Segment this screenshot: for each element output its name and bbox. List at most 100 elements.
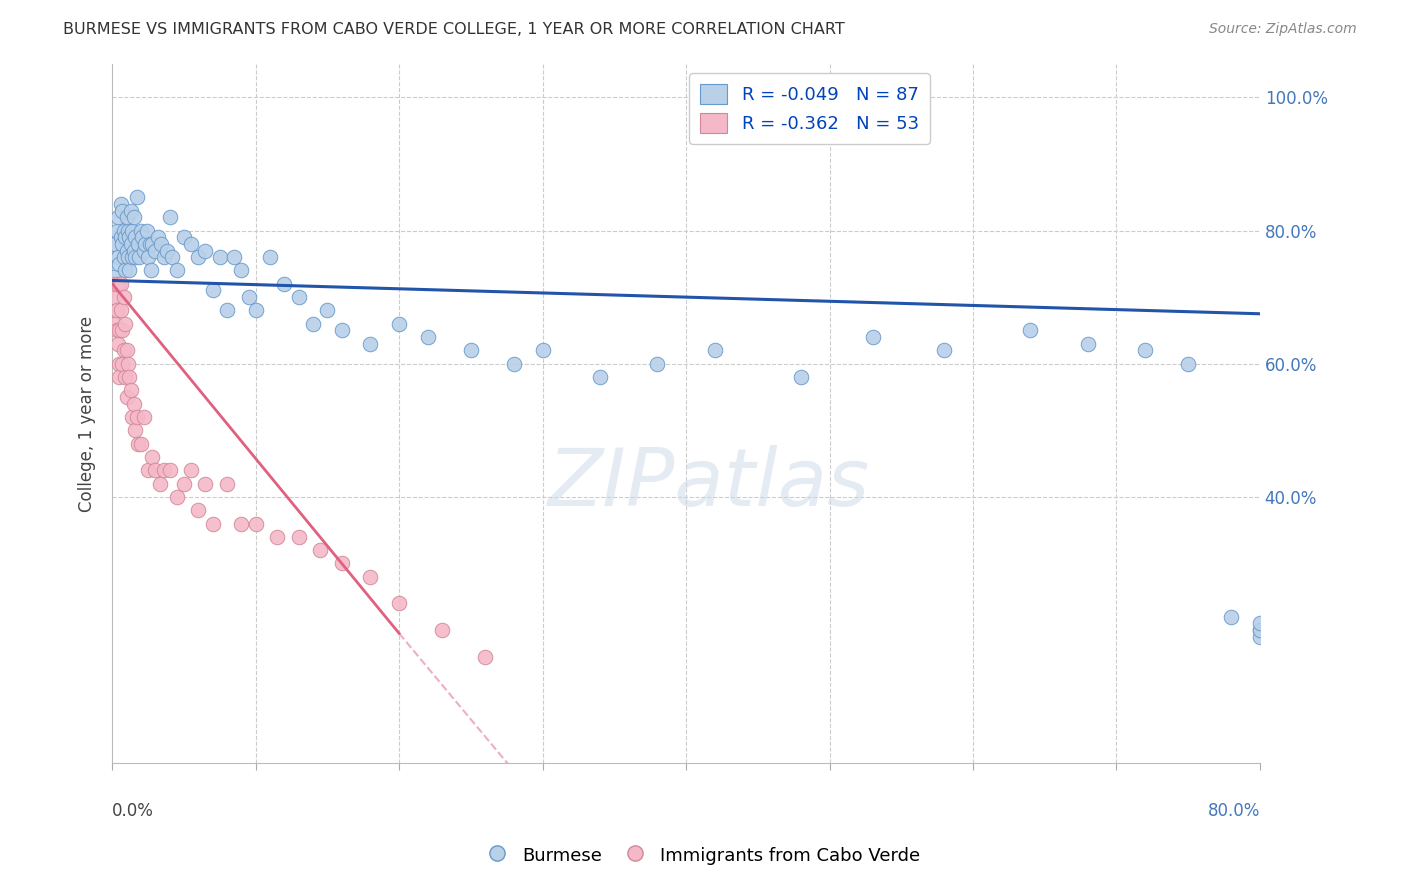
Point xyxy=(1249,616,1271,631)
Point xyxy=(141,450,163,464)
Point xyxy=(187,250,209,264)
Point xyxy=(103,270,125,285)
Point xyxy=(146,230,169,244)
Point xyxy=(215,303,238,318)
Point xyxy=(259,250,281,264)
Point xyxy=(120,236,142,251)
Point xyxy=(117,357,139,371)
Point xyxy=(201,516,224,531)
Point xyxy=(114,230,136,244)
Point xyxy=(224,250,246,264)
Point xyxy=(104,317,127,331)
Point xyxy=(111,357,134,371)
Point xyxy=(1133,343,1156,358)
Point xyxy=(127,436,149,450)
Text: 80.0%: 80.0% xyxy=(1208,802,1260,820)
Point xyxy=(862,330,884,344)
Point xyxy=(121,223,143,237)
Text: BURMESE VS IMMIGRANTS FROM CABO VERDE COLLEGE, 1 YEAR OR MORE CORRELATION CHART: BURMESE VS IMMIGRANTS FROM CABO VERDE CO… xyxy=(63,22,845,37)
Point xyxy=(316,303,339,318)
Point xyxy=(231,263,253,277)
Point xyxy=(121,409,143,424)
Point xyxy=(115,244,138,258)
Point xyxy=(302,317,325,331)
Point xyxy=(124,423,146,437)
Point xyxy=(120,384,142,398)
Point xyxy=(359,570,381,584)
Text: Source: ZipAtlas.com: Source: ZipAtlas.com xyxy=(1209,22,1357,37)
Point xyxy=(159,211,181,225)
Point xyxy=(127,236,149,251)
Point xyxy=(125,190,148,204)
Point xyxy=(703,343,725,358)
Point xyxy=(110,230,132,244)
Point xyxy=(120,203,142,218)
Point xyxy=(156,244,179,258)
Point xyxy=(108,257,131,271)
Point xyxy=(194,476,217,491)
Point xyxy=(287,290,309,304)
Point xyxy=(647,357,669,371)
Point xyxy=(121,250,143,264)
Point xyxy=(136,250,159,264)
Text: ZIPatlas: ZIPatlas xyxy=(548,444,870,523)
Point xyxy=(173,476,195,491)
Point xyxy=(112,343,135,358)
Point xyxy=(208,250,231,264)
Point xyxy=(231,516,253,531)
Point xyxy=(122,244,145,258)
Point xyxy=(115,390,138,404)
Point xyxy=(153,250,176,264)
Point xyxy=(103,290,125,304)
Point xyxy=(173,230,195,244)
Point xyxy=(359,336,381,351)
Point xyxy=(245,303,267,318)
Point xyxy=(503,357,526,371)
Point xyxy=(107,277,129,291)
Point xyxy=(129,223,152,237)
Text: 0.0%: 0.0% xyxy=(112,802,155,820)
Point xyxy=(1177,357,1199,371)
Point xyxy=(114,317,136,331)
Point xyxy=(166,490,188,504)
Point xyxy=(125,409,148,424)
Point xyxy=(215,476,238,491)
Point xyxy=(1249,623,1271,637)
Point xyxy=(245,516,267,531)
Point xyxy=(112,250,135,264)
Point xyxy=(129,436,152,450)
Point xyxy=(187,503,209,517)
Point xyxy=(110,303,132,318)
Point xyxy=(107,336,129,351)
Point xyxy=(1249,630,1271,644)
Point xyxy=(105,223,128,237)
Point xyxy=(108,277,131,291)
Point xyxy=(117,223,139,237)
Point xyxy=(194,244,217,258)
Point xyxy=(105,303,128,318)
Point xyxy=(128,250,150,264)
Point xyxy=(589,370,612,384)
Point xyxy=(104,236,127,251)
Point xyxy=(115,343,138,358)
Point xyxy=(108,323,131,337)
Point xyxy=(111,323,134,337)
Point xyxy=(134,236,156,251)
Point xyxy=(115,211,138,225)
Point xyxy=(143,463,166,477)
Point xyxy=(531,343,554,358)
Point xyxy=(1019,323,1042,337)
Point xyxy=(180,463,202,477)
Point xyxy=(474,649,496,664)
Point xyxy=(104,277,127,291)
Point xyxy=(309,543,332,558)
Point xyxy=(388,317,411,331)
Point xyxy=(150,236,173,251)
Point xyxy=(122,211,145,225)
Point xyxy=(162,250,184,264)
Point xyxy=(141,236,163,251)
Point xyxy=(112,290,135,304)
Point xyxy=(110,277,132,291)
Point xyxy=(153,463,176,477)
Point xyxy=(112,223,135,237)
